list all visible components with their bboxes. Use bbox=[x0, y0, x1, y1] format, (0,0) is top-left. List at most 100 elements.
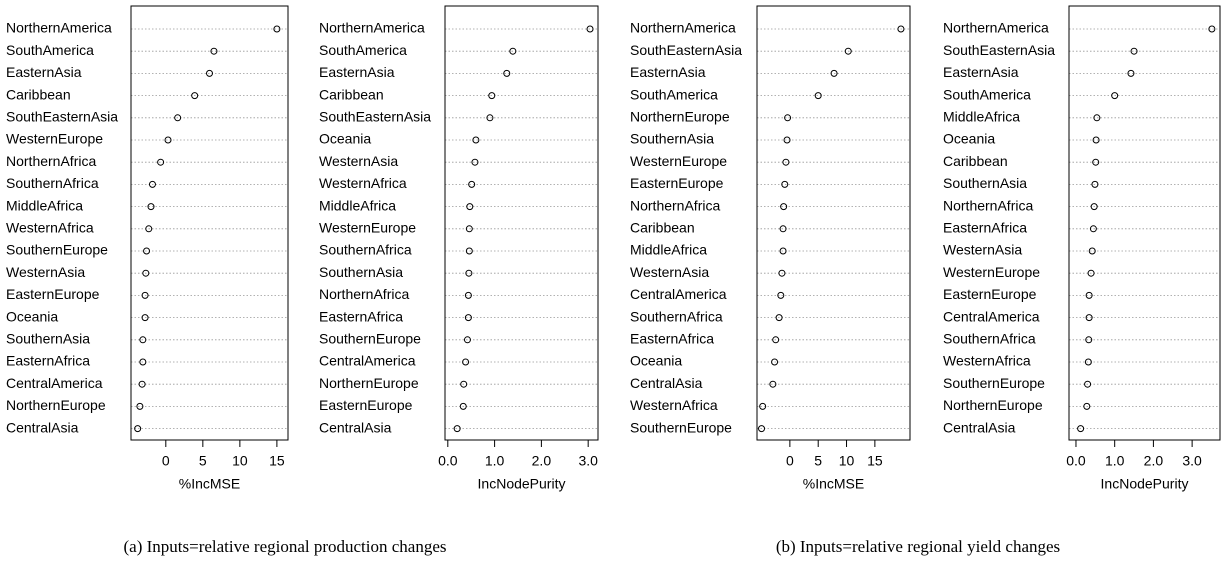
dot bbox=[148, 180, 156, 188]
category-label: SouthAmerica bbox=[319, 42, 407, 58]
x-tick-label: 2.0 bbox=[532, 453, 552, 469]
dot bbox=[1084, 380, 1092, 388]
dot bbox=[1090, 203, 1098, 211]
dot bbox=[1085, 336, 1093, 344]
dot bbox=[1085, 291, 1093, 299]
category-label: Oceania bbox=[630, 353, 682, 369]
category-label: WesternAfrica bbox=[943, 353, 1031, 369]
dot bbox=[509, 47, 517, 55]
category-label: SouthernEurope bbox=[6, 242, 108, 258]
dot bbox=[138, 380, 146, 388]
category-label: Caribbean bbox=[630, 220, 695, 236]
dot bbox=[466, 203, 474, 211]
dot bbox=[157, 158, 165, 166]
dot bbox=[771, 358, 779, 366]
dot bbox=[453, 425, 461, 433]
category-label: WesternAfrica bbox=[630, 397, 718, 413]
dot bbox=[463, 336, 471, 344]
category-label: Oceania bbox=[319, 131, 371, 147]
category-label: EasternAsia bbox=[6, 64, 82, 80]
dot bbox=[778, 269, 786, 277]
category-label: MiddleAfrica bbox=[6, 197, 83, 213]
category-label: SouthernEurope bbox=[319, 331, 421, 347]
dot bbox=[782, 158, 790, 166]
dot bbox=[191, 92, 199, 100]
category-label: WesternAsia bbox=[6, 264, 85, 280]
dot bbox=[145, 225, 153, 233]
category-label: EasternAsia bbox=[630, 64, 706, 80]
dot bbox=[1084, 358, 1092, 366]
dot bbox=[488, 92, 496, 100]
x-tick-label: 3.0 bbox=[1182, 453, 1202, 469]
dot bbox=[471, 158, 479, 166]
dot bbox=[769, 380, 777, 388]
dot bbox=[141, 291, 149, 299]
dot bbox=[139, 358, 147, 366]
category-label: SouthAmerica bbox=[6, 42, 94, 58]
dot bbox=[1083, 402, 1091, 410]
category-label: CentralAsia bbox=[943, 419, 1016, 435]
category-label: WesternEurope bbox=[319, 220, 416, 236]
dot bbox=[460, 380, 468, 388]
x-axis-label: %IncMSE bbox=[803, 476, 864, 492]
category-label: SouthernAsia bbox=[630, 131, 714, 147]
category-label: NorthernEurope bbox=[319, 375, 419, 391]
category-label: SouthernAfrica bbox=[6, 175, 99, 191]
dot bbox=[1087, 269, 1095, 277]
x-tick-label: 15 bbox=[867, 453, 883, 469]
x-tick-label: 5 bbox=[814, 453, 822, 469]
x-tick-label: 0 bbox=[786, 453, 794, 469]
category-label: EasternEurope bbox=[630, 175, 724, 191]
dot bbox=[1077, 425, 1085, 433]
dot bbox=[459, 402, 467, 410]
category-label: Oceania bbox=[6, 308, 58, 324]
category-label: SouthernEurope bbox=[630, 419, 732, 435]
dot bbox=[465, 225, 473, 233]
category-label: NorthernEurope bbox=[943, 397, 1043, 413]
dot bbox=[1092, 158, 1100, 166]
category-label: EasternEurope bbox=[943, 286, 1037, 302]
category-label: NorthernAmerica bbox=[6, 20, 112, 36]
category-label: NorthernAfrica bbox=[319, 286, 409, 302]
dot bbox=[143, 247, 151, 255]
category-label: EasternAfrica bbox=[630, 331, 714, 347]
dot bbox=[814, 92, 822, 100]
dot bbox=[586, 25, 594, 33]
dot bbox=[147, 203, 155, 211]
category-label: NorthernEurope bbox=[6, 397, 106, 413]
category-label: MiddleAfrica bbox=[630, 242, 707, 258]
category-label: WesternAsia bbox=[319, 153, 398, 169]
category-label: SouthEasternAsia bbox=[943, 42, 1055, 58]
category-label: CentralAsia bbox=[319, 419, 392, 435]
x-axis-label: %IncMSE bbox=[179, 476, 240, 492]
category-label: SouthEasternAsia bbox=[630, 42, 742, 58]
x-tick-label: 1.0 bbox=[485, 453, 505, 469]
category-label: NorthernAfrica bbox=[943, 197, 1033, 213]
dot bbox=[468, 180, 476, 188]
category-label: SouthEasternAsia bbox=[6, 109, 118, 125]
x-tick-label: 0.0 bbox=[438, 453, 458, 469]
dot bbox=[1091, 180, 1099, 188]
dot bbox=[1127, 69, 1135, 77]
category-label: SouthernAfrica bbox=[630, 308, 723, 324]
dot bbox=[1088, 247, 1096, 255]
dot bbox=[830, 69, 838, 77]
category-label: MiddleAfrica bbox=[319, 197, 396, 213]
category-label: Oceania bbox=[943, 131, 995, 147]
category-label: WesternEurope bbox=[943, 264, 1040, 280]
dot bbox=[1093, 114, 1101, 122]
dot bbox=[273, 25, 281, 33]
category-label: WesternAfrica bbox=[6, 220, 94, 236]
category-label: Caribbean bbox=[943, 153, 1008, 169]
dot bbox=[164, 136, 172, 144]
category-label: MiddleAfrica bbox=[943, 109, 1020, 125]
x-tick-label: 1.0 bbox=[1105, 453, 1125, 469]
category-label: NorthernAmerica bbox=[319, 20, 425, 36]
dot bbox=[210, 47, 218, 55]
dot bbox=[772, 336, 780, 344]
category-label: EasternAsia bbox=[943, 64, 1019, 80]
category-label: SouthernEurope bbox=[943, 375, 1045, 391]
x-tick-label: 0.0 bbox=[1066, 453, 1086, 469]
dot bbox=[781, 180, 789, 188]
x-tick-label: 5 bbox=[199, 453, 207, 469]
